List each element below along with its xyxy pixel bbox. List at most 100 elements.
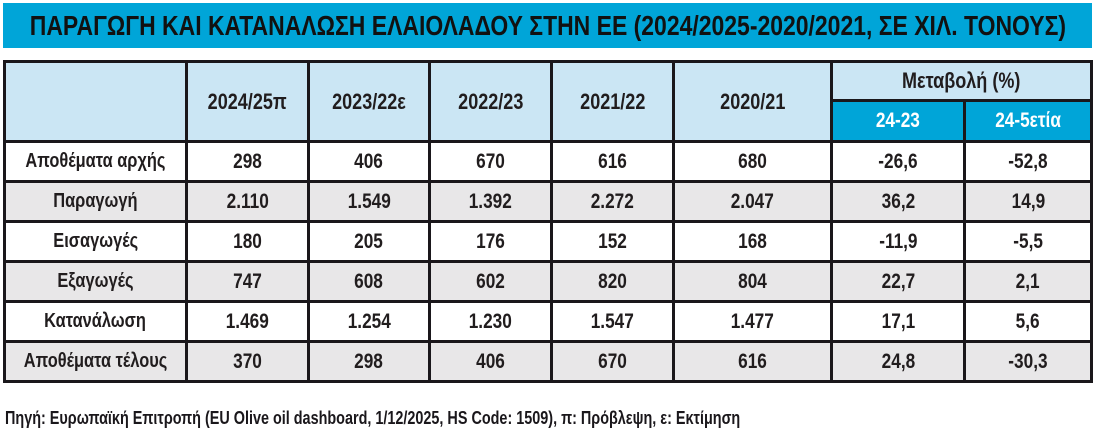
table-row: Κατανάλωση 1.469 1.254 1.230 1.547 1.477… bbox=[3, 300, 1093, 343]
cell-value: 17,1 bbox=[881, 309, 915, 333]
cell-value: 670 bbox=[476, 149, 505, 173]
cell-value: 670 bbox=[598, 349, 627, 373]
cell-value: -30,3 bbox=[1008, 349, 1048, 373]
column-header-label: 2023/22ε bbox=[332, 88, 406, 114]
row-label-cell: Αποθέματα τέλους bbox=[3, 340, 188, 383]
cell-value: 1.392 bbox=[468, 189, 513, 213]
table-cell: 670 bbox=[428, 140, 553, 183]
table-cell: 1.547 bbox=[550, 300, 675, 343]
row-label: Εξαγωγές bbox=[57, 270, 134, 292]
column-header-label: 2024/25π bbox=[207, 88, 288, 114]
table-row: Εισαγωγές 180 205 176 152 168 -11,9 -5,5 bbox=[3, 220, 1093, 263]
table-cell: 370 bbox=[185, 340, 310, 383]
subcolumn-header-24-5y: 24-5ετία bbox=[963, 99, 1093, 143]
table-cell: 152 bbox=[550, 220, 675, 263]
page-title: ΠΑΡΑΓΩΓΗ ΚΑΙ ΚΑΤΑΝΑΛΩΣΗ ΕΛΑΙΟΛΑΔΟΥ ΣΤΗΝ … bbox=[29, 9, 1066, 41]
row-label: Αποθέματα τέλους bbox=[23, 350, 168, 372]
subcolumn-label: 24-5ετία bbox=[995, 109, 1061, 132]
table-cell: 168 bbox=[672, 220, 833, 263]
table-subheader-row: 24-23 24-5ετία bbox=[5, 99, 1093, 143]
column-header-2020-21: 2020/21 bbox=[672, 60, 833, 143]
subcolumn-header-24-23: 24-23 bbox=[830, 99, 966, 143]
table-cell: 2.110 bbox=[185, 180, 310, 223]
source-note: Πηγή: Ευρωπαϊκή Επιτροπή (EU Olive oil d… bbox=[5, 408, 924, 429]
cell-value: 370 bbox=[233, 349, 262, 373]
table-body: Αποθέματα αρχής 298 406 670 616 680 -26,… bbox=[3, 140, 1093, 383]
table-cell: 36,2 bbox=[830, 180, 966, 223]
table-cell: 298 bbox=[185, 140, 310, 183]
table-cell: 1.549 bbox=[307, 180, 431, 223]
table-cell: 2.272 bbox=[550, 180, 675, 223]
table-cell: -11,9 bbox=[830, 220, 966, 263]
cell-value: 747 bbox=[233, 269, 262, 293]
cell-value: 24,8 bbox=[881, 349, 915, 373]
cell-value: 205 bbox=[354, 229, 384, 253]
table-cell: 24,8 bbox=[830, 340, 966, 383]
table-head: 2024/25π 2023/22ε 2022/23 2021/22 2020/2… bbox=[3, 60, 1093, 143]
row-label-cell: Εισαγωγές bbox=[3, 220, 188, 263]
table-cell: 205 bbox=[307, 220, 431, 263]
table-cell: -26,6 bbox=[830, 140, 966, 183]
cell-value: 22,7 bbox=[881, 269, 915, 293]
change-group-label: Μεταβολή (%) bbox=[902, 68, 1021, 93]
column-header-2021-22: 2021/22 bbox=[550, 60, 675, 143]
table-cell: 608 bbox=[307, 260, 431, 303]
cell-value: 298 bbox=[354, 349, 384, 373]
table-cell: 1.477 bbox=[672, 300, 833, 343]
table-cell: 1.230 bbox=[428, 300, 553, 343]
subcolumn-label: 24-23 bbox=[875, 109, 921, 132]
cell-value: 2.110 bbox=[226, 189, 269, 213]
table-cell: 820 bbox=[550, 260, 675, 303]
cell-value: 36,2 bbox=[881, 189, 915, 213]
row-label-cell: Παραγωγή bbox=[3, 180, 188, 223]
table-cell: -5,5 bbox=[963, 220, 1093, 263]
cell-value: 406 bbox=[476, 349, 505, 373]
table-row: Αποθέματα τέλους 370 298 406 670 616 24,… bbox=[3, 340, 1093, 383]
cell-value: 616 bbox=[598, 149, 627, 173]
table-cell: 2,1 bbox=[963, 260, 1093, 303]
table-row: Αποθέματα αρχής 298 406 670 616 680 -26,… bbox=[3, 140, 1093, 183]
cell-value: 1.549 bbox=[347, 189, 391, 213]
cell-value: 616 bbox=[738, 349, 767, 373]
row-label: Παραγωγή bbox=[53, 190, 138, 212]
table-cell: 5,6 bbox=[963, 300, 1093, 343]
table-header-row: 2024/25π 2023/22ε 2022/23 2021/22 2020/2… bbox=[3, 60, 1093, 143]
table-cell: 406 bbox=[428, 340, 553, 383]
cell-value: 608 bbox=[354, 269, 384, 293]
cell-value: 804 bbox=[738, 269, 767, 293]
row-label: Κατανάλωση bbox=[44, 310, 147, 332]
table-cell: 1.254 bbox=[307, 300, 431, 343]
table-row: Εξαγωγές 747 608 602 820 804 22,7 2,1 bbox=[3, 260, 1093, 303]
table-cell: -52,8 bbox=[963, 140, 1093, 183]
cell-value: 406 bbox=[354, 149, 384, 173]
table-cell: 1.392 bbox=[428, 180, 553, 223]
table-cell: 14,9 bbox=[963, 180, 1093, 223]
cell-value: 1.254 bbox=[347, 309, 391, 333]
table-cell: 602 bbox=[428, 260, 553, 303]
table-cell: 176 bbox=[428, 220, 553, 263]
table-cell: 804 bbox=[672, 260, 833, 303]
cell-value: 5,6 bbox=[1016, 309, 1040, 333]
row-label: Αποθέματα αρχής bbox=[25, 150, 166, 172]
cell-value: 680 bbox=[738, 149, 767, 173]
cell-value: -26,6 bbox=[878, 149, 918, 173]
cell-value: -5,5 bbox=[1013, 229, 1043, 253]
row-label: Εισαγωγές bbox=[53, 230, 138, 252]
row-label-cell: Αποθέματα αρχής bbox=[3, 140, 188, 183]
table-cell: 1.469 bbox=[185, 300, 310, 343]
table-cell: 22,7 bbox=[830, 260, 966, 303]
table-cell: 616 bbox=[550, 140, 675, 183]
column-header-label: 2021/22 bbox=[579, 88, 646, 114]
cell-value: 152 bbox=[598, 229, 627, 253]
cell-value: 1.477 bbox=[730, 309, 775, 333]
table-cell: 17,1 bbox=[830, 300, 966, 343]
cell-value: 14,9 bbox=[1011, 189, 1045, 213]
column-header-2022-23: 2022/23 bbox=[428, 60, 553, 143]
table-cell: 747 bbox=[185, 260, 310, 303]
cell-value: 602 bbox=[476, 269, 505, 293]
cell-value: 2,1 bbox=[1016, 269, 1040, 293]
column-header-label: 2020/21 bbox=[719, 88, 786, 114]
cell-value: 1.230 bbox=[468, 309, 513, 333]
table-cell: 406 bbox=[307, 140, 431, 183]
cell-value: -11,9 bbox=[878, 229, 918, 253]
